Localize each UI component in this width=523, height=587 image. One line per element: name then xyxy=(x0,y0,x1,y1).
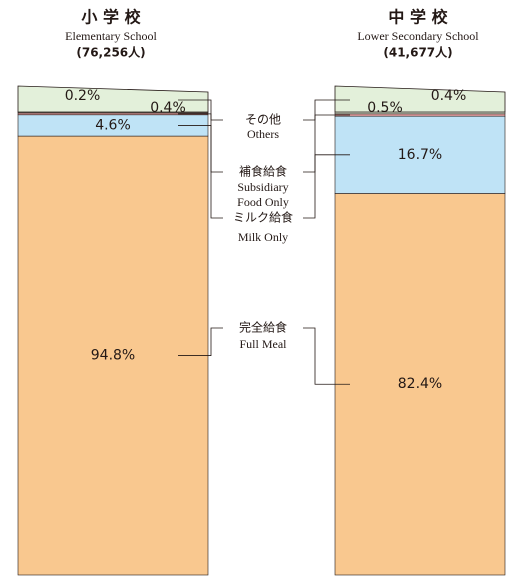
category-count: (41,677人) xyxy=(383,45,452,60)
value-label: 4.6% xyxy=(95,117,131,133)
value-label: 0.2% xyxy=(65,88,101,104)
top-face xyxy=(334,85,506,113)
legend-label: 補食給食 xyxy=(239,164,287,179)
value-label: 82.4% xyxy=(398,376,442,392)
leader-line xyxy=(303,154,350,219)
value-label: 16.7% xyxy=(398,147,442,163)
top-face xyxy=(17,85,209,113)
legend-label-en: Full Meal xyxy=(240,337,288,351)
value-label: 0.4% xyxy=(431,88,467,104)
leader-line xyxy=(303,114,350,173)
leader-line xyxy=(303,99,350,121)
leader-line xyxy=(178,113,223,173)
legend-label-en: Others xyxy=(247,127,279,141)
bar-segment xyxy=(17,135,209,576)
value-label: 0.4% xyxy=(150,100,186,116)
category-label-en: Lower Secondary School xyxy=(357,29,479,43)
value-label: 94.8% xyxy=(91,348,135,364)
bar-segment xyxy=(334,193,506,576)
leader-line xyxy=(303,327,350,385)
category-count: (76,256人) xyxy=(76,45,145,60)
legend-label: 完全給食 xyxy=(239,320,287,335)
category-label-en: Elementary School xyxy=(65,29,157,43)
legend-label-en: Subsidiary Food Only xyxy=(237,180,289,209)
leader-line xyxy=(178,99,223,121)
category-label: 中 学 校 xyxy=(388,8,448,27)
leader-line xyxy=(178,327,223,356)
legend-label: ミルク給食 xyxy=(233,210,293,225)
legend-label-en: Milk Only xyxy=(238,230,288,244)
bar-segment xyxy=(334,113,506,117)
bar-segment xyxy=(334,115,506,194)
value-label: 0.5% xyxy=(367,100,403,116)
legend-label: その他 xyxy=(245,113,281,127)
category-label: 小 学 校 xyxy=(81,8,141,27)
